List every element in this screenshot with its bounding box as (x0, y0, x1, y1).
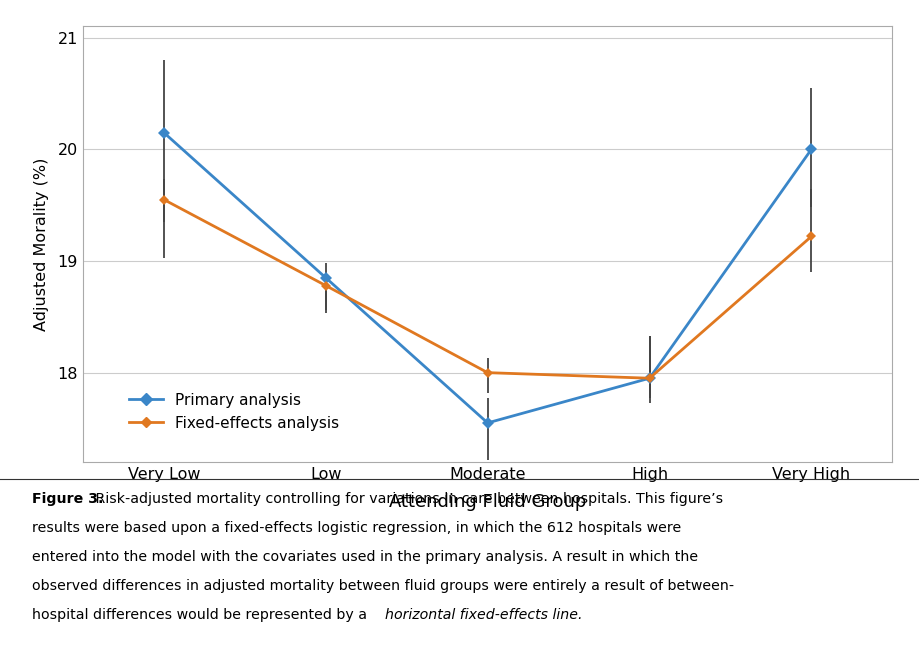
Y-axis label: Adjusted Morality (%): Adjusted Morality (%) (34, 158, 49, 331)
Text: hospital differences would be represented by a: hospital differences would be represente… (32, 608, 371, 622)
Text: Figure 3.: Figure 3. (32, 492, 104, 506)
Legend: Primary analysis, Fixed-effects analysis: Primary analysis, Fixed-effects analysis (123, 387, 345, 437)
Text: results were based upon a fixed-effects logistic regression, in which the 612 ho: results were based upon a fixed-effects … (32, 521, 681, 535)
Text: observed differences in adjusted mortality between fluid groups were entirely a : observed differences in adjusted mortali… (32, 579, 733, 593)
Text: entered into the model with the covariates used in the primary analysis. A resul: entered into the model with the covariat… (32, 550, 698, 564)
X-axis label: Attending Fluid Group: Attending Fluid Group (389, 493, 585, 511)
Text: horizontal fixed-effects line.: horizontal fixed-effects line. (385, 608, 583, 622)
Text: Risk-adjusted mortality controlling for variations in care between hospitals. Th: Risk-adjusted mortality controlling for … (91, 492, 722, 506)
